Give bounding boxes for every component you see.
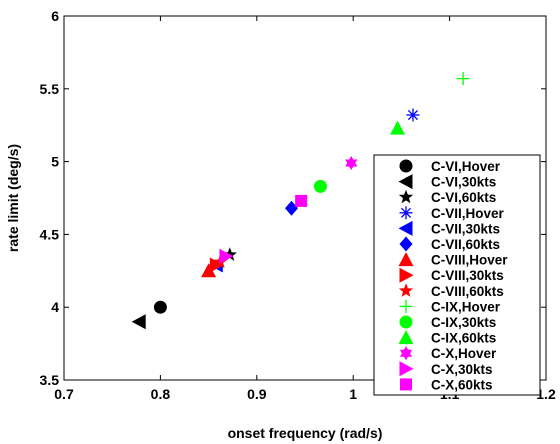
data-point-3 <box>222 247 237 261</box>
legend-label: C-IX,Hover <box>431 299 501 314</box>
y-tick-label: 5.5 <box>40 81 60 97</box>
legend-marker <box>398 189 414 204</box>
x-tick-label: 0.8 <box>151 386 171 402</box>
data-point-12 <box>390 120 406 135</box>
legend-marker <box>399 159 413 173</box>
x-tick-label: 0.7 <box>54 386 74 402</box>
legend-marker <box>399 206 413 220</box>
legend-label: C-VIII,60kts <box>431 284 504 299</box>
x-tick-label: 1.2 <box>536 386 556 402</box>
y-axis-label: rate limit (deg/s) <box>5 144 21 252</box>
data-point-15 <box>295 194 308 207</box>
y-tick-label: 5 <box>51 154 59 170</box>
legend-marker <box>399 267 414 283</box>
legend-label: C-VII,Hover <box>431 206 505 221</box>
legend-marker <box>398 174 413 190</box>
y-tick-label: 4.5 <box>40 226 60 242</box>
legend-label: C-X,30kts <box>431 362 493 377</box>
legend-label: C-VIII,30kts <box>431 268 504 283</box>
data-point-4 <box>406 108 420 122</box>
legend-label: C-VI,30kts <box>431 175 496 190</box>
legend-label: C-VI,Hover <box>431 159 501 174</box>
x-axis-label: onset frequency (rad/s) <box>228 425 383 441</box>
legend-marker <box>399 299 413 313</box>
legend-marker <box>399 346 413 361</box>
legend-marker <box>400 378 412 391</box>
data-point-14 <box>219 248 234 264</box>
legend-label: C-X,60kts <box>431 377 493 392</box>
legend-label: C-VII,60kts <box>431 237 500 252</box>
data-point-10 <box>456 72 470 86</box>
legend-label: C-IX,60kts <box>431 331 496 346</box>
legend-label: C-VIII,Hover <box>431 253 508 268</box>
legend-marker <box>398 330 414 345</box>
legend-marker <box>399 236 413 252</box>
legend-marker <box>398 220 413 236</box>
legend-label: C-VI,60kts <box>431 190 496 205</box>
legend-label: C-X,Hover <box>431 346 497 361</box>
data-point-13 <box>345 156 358 171</box>
data-point-7 <box>201 263 217 278</box>
legend-marker <box>398 283 414 297</box>
y-tick-label: 4 <box>51 299 59 315</box>
legend-marker <box>399 315 413 329</box>
y-tick-label: 6 <box>51 8 59 24</box>
legend-label: C-VII,30kts <box>431 221 500 236</box>
legend-marker <box>399 361 414 377</box>
legend-label: C-IX,30kts <box>431 315 496 330</box>
data-point-2 <box>131 314 146 330</box>
data-point-1 <box>153 300 167 314</box>
y-tick-label: 3.5 <box>40 372 60 388</box>
x-tick-label: 0.9 <box>247 386 267 402</box>
x-tick-label: 1 <box>349 386 357 402</box>
data-point-11 <box>313 179 327 193</box>
legend-marker <box>398 252 414 267</box>
data-point-6 <box>285 200 299 216</box>
